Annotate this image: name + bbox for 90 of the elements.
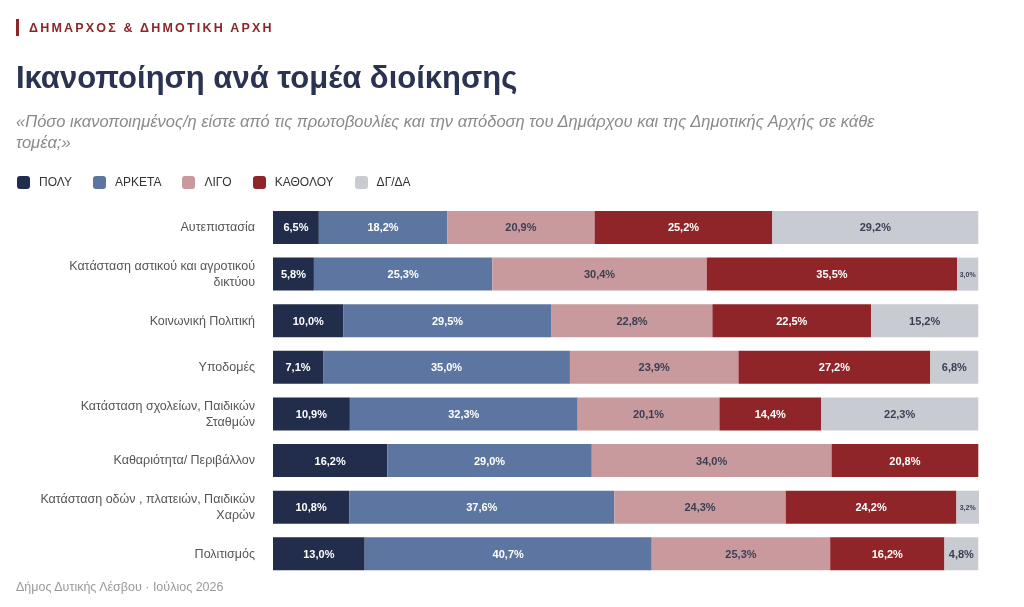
bar: [447, 210, 595, 244]
chart-title: Ικανοποίηση ανά τομέα διοίκησης: [16, 60, 518, 96]
data-label: 25,3%: [387, 268, 419, 281]
bar: [712, 304, 872, 338]
bar: [273, 304, 344, 338]
bar: [273, 537, 365, 571]
bar: [273, 490, 350, 524]
legend-label: ΠΟΛΥ: [39, 175, 72, 189]
data-label: 40,7%: [492, 547, 525, 560]
data-label: 13,0%: [303, 547, 335, 560]
bar: [930, 350, 979, 384]
legend-label: ΚΑΘΟΛΟΥ: [274, 175, 334, 189]
y-tick-label: Πολιτισμός: [194, 546, 255, 561]
bar: [569, 350, 739, 384]
y-tick-label: Υποδομές: [198, 360, 255, 375]
legend-label: ΔΓ/ΔΑ: [376, 175, 411, 189]
bar: [594, 210, 773, 244]
bar: [273, 210, 319, 244]
y-tick-label: Καθαριότητα/ Περιβάλλον: [113, 453, 255, 468]
y-tick-label: Κοινωνική Πολιτική: [149, 313, 256, 328]
bar: [273, 350, 324, 384]
legend-label: ΛΙΓΟ: [204, 175, 232, 189]
data-label: 29,0%: [473, 454, 506, 467]
data-label: 37,6%: [466, 501, 498, 514]
text: Δήμος Δυτικής Λέσβου · Ιούλιος 2026: [16, 580, 224, 594]
data-label: 22,5%: [776, 314, 808, 327]
data-label: 10,9%: [295, 407, 328, 420]
bar: [323, 350, 570, 384]
data-label: 20,9%: [505, 221, 537, 234]
bar: [349, 397, 578, 431]
bar: [349, 490, 615, 524]
bar: [273, 444, 388, 478]
bar: [719, 397, 822, 431]
data-label: 32,3%: [448, 407, 480, 420]
data-label: 18,2%: [367, 221, 399, 234]
bar: [591, 444, 832, 478]
bar: [706, 257, 958, 291]
data-label: 15,2%: [909, 314, 941, 327]
y-tick-label: Κατάσταση αστικού και αγροτικού δικτύου: [69, 258, 256, 290]
legend-label: ΑΡΚΕΤΑ: [114, 175, 162, 189]
data-label: 35,5%: [816, 268, 848, 281]
data-label: 7,1%: [285, 361, 311, 374]
data-label: 20,8%: [889, 454, 921, 467]
bar: [871, 304, 979, 338]
bar: [492, 257, 707, 291]
bar: [551, 304, 713, 338]
bar: [738, 350, 931, 384]
data-label: 25,2%: [667, 221, 700, 234]
data-label: 16,2%: [314, 454, 346, 467]
bar: [651, 537, 831, 571]
y-tick-label: Κατάσταση οδών , πλατειών, Παιδικών Χαρών: [40, 491, 255, 523]
data-label: 14,4%: [754, 407, 787, 420]
y-tick-label: Κατάσταση σχολείων, Παιδικών Σταθμών: [80, 398, 255, 429]
bar: [831, 444, 979, 478]
data-label: 27,2%: [818, 361, 851, 374]
data-label: 29,2%: [859, 221, 892, 234]
bar: [956, 490, 979, 524]
bar: [577, 397, 720, 431]
bar: [830, 537, 945, 571]
y-tick-label: Αυτεπιστασία: [180, 220, 255, 235]
data-label: 24,2%: [855, 501, 887, 514]
bar: [772, 210, 979, 244]
data-label: 10,0%: [292, 314, 325, 327]
bar: [785, 490, 957, 524]
data-label: 23,9%: [638, 361, 671, 374]
bar: [273, 397, 350, 431]
data-label: 29,5%: [431, 314, 464, 327]
data-label: 22,8%: [616, 314, 648, 327]
bar: [313, 257, 493, 291]
bar: [821, 397, 979, 431]
bar: [318, 210, 448, 244]
data-label: 6,5%: [283, 221, 309, 234]
data-label: 5,8%: [280, 268, 307, 281]
bar: [343, 304, 552, 338]
data-label: 24,3%: [684, 501, 716, 514]
text: ΔΗΜΑΡΧΟΣ & ΔΗΜΟΤΙΚΗ ΑΡΧΗ: [29, 20, 274, 35]
data-label: 16,2%: [871, 547, 904, 560]
bar: [387, 444, 592, 478]
data-label: 35,0%: [430, 361, 463, 374]
data-label: 25,3%: [725, 547, 757, 560]
bar: [364, 537, 652, 571]
bar: [614, 490, 786, 524]
data-label: 22,3%: [884, 407, 916, 420]
data-label: 20,1%: [632, 407, 665, 420]
chart-subtitle: «Πόσο ικανοποιημένος/η είστε από τις πρωτοβουλίες και την απόδοση του Δημάρχου και της Δημοτικής Αρχής σε κάθε τομέα;»: [16, 111, 876, 153]
data-label: 34,0%: [696, 454, 728, 467]
data-label: 6,8%: [941, 361, 968, 374]
data-label: 30,4%: [583, 268, 616, 281]
data-label: 10,8%: [295, 501, 327, 514]
data-label: 4,8%: [948, 547, 975, 560]
